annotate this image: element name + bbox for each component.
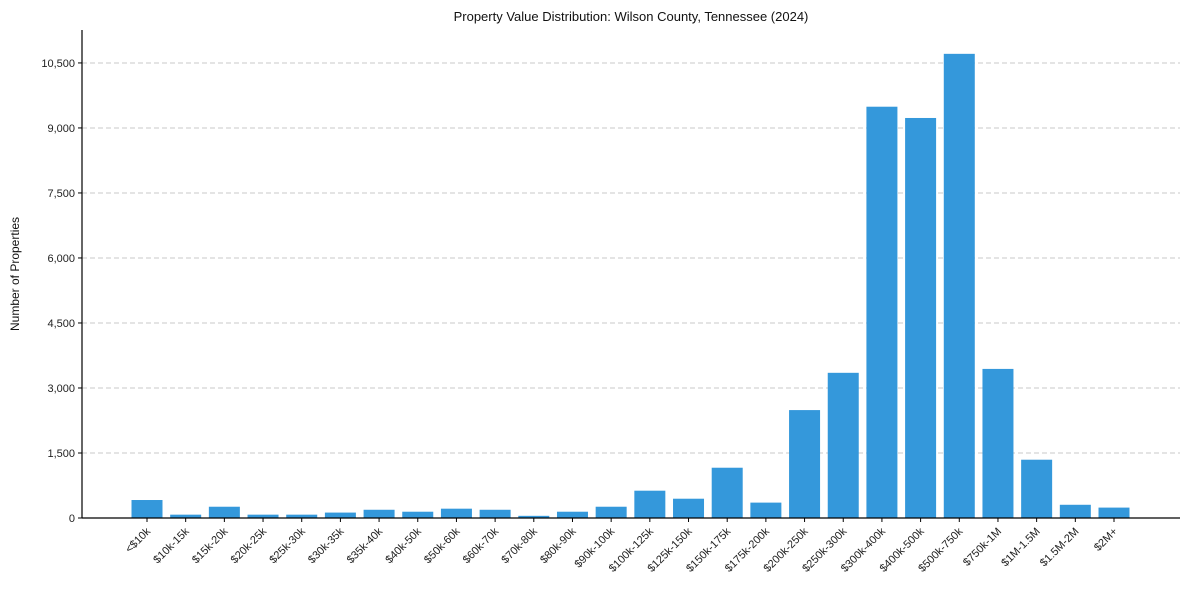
x-tick-label: $50k-60k (422, 525, 463, 566)
x-tick-label: <$10k (123, 525, 153, 555)
bar-8 (440, 508, 472, 518)
bar-5 (324, 512, 356, 518)
x-tick-label: $15k-20k (190, 525, 231, 566)
bar-3 (247, 514, 279, 518)
x-tick-label: $35k-40k (345, 525, 386, 566)
x-tick-label: $750k-1M (961, 526, 1004, 569)
bar-9 (479, 509, 511, 518)
bar-4 (286, 514, 318, 518)
y-tick-label: 0 (69, 513, 75, 525)
x-tick-label: $20k-25k (229, 525, 270, 566)
x-tick-label: $25k-30k (267, 525, 308, 566)
bar-11 (556, 511, 588, 518)
bar-20 (905, 117, 937, 518)
bar-13 (634, 490, 666, 518)
bar-2 (208, 506, 240, 518)
x-tick-label: $2M+ (1092, 526, 1120, 554)
x-tick-label: $80k-90k (538, 525, 579, 566)
x-tick-label: $60k-70k (461, 525, 502, 566)
x-tick-label: $70k-80k (499, 525, 540, 566)
x-tick-label: $40k-50k (383, 525, 424, 566)
bar-25 (1098, 507, 1130, 518)
bar-22 (982, 368, 1014, 518)
y-tick-label: 4,500 (47, 318, 75, 330)
y-tick-label: 7,500 (47, 188, 75, 200)
bar-23 (1021, 459, 1053, 518)
bar-17 (789, 410, 821, 518)
chart-title: Property Value Distribution: Wilson Coun… (454, 9, 809, 24)
bar-15 (711, 467, 743, 518)
bar-18 (827, 372, 859, 518)
bar-12 (595, 506, 627, 518)
bar-10 (518, 515, 550, 518)
y-tick-label: 10,500 (41, 58, 75, 70)
x-tick-label: $1M-1.5M (999, 526, 1043, 570)
y-axis-label: Number of Properties (8, 217, 22, 331)
bar-16 (750, 502, 782, 518)
bar-24 (1059, 504, 1091, 518)
x-tick-label: $10k-15k (151, 525, 192, 566)
bar-19 (866, 106, 898, 518)
bar-0 (131, 500, 163, 518)
bar-6 (363, 509, 395, 518)
x-tick-label: $1.5M-2M (1038, 526, 1082, 570)
bar-14 (673, 498, 705, 518)
y-tick-label: 9,000 (47, 123, 75, 135)
x-tick-label: $30k-35k (306, 525, 347, 566)
y-tick-label: 6,000 (47, 253, 75, 265)
bar-7 (402, 511, 434, 518)
y-tick-label: 3,000 (47, 383, 75, 395)
bar-1 (170, 514, 202, 518)
y-tick-label: 1,500 (47, 448, 75, 460)
bar-21 (943, 53, 975, 519)
